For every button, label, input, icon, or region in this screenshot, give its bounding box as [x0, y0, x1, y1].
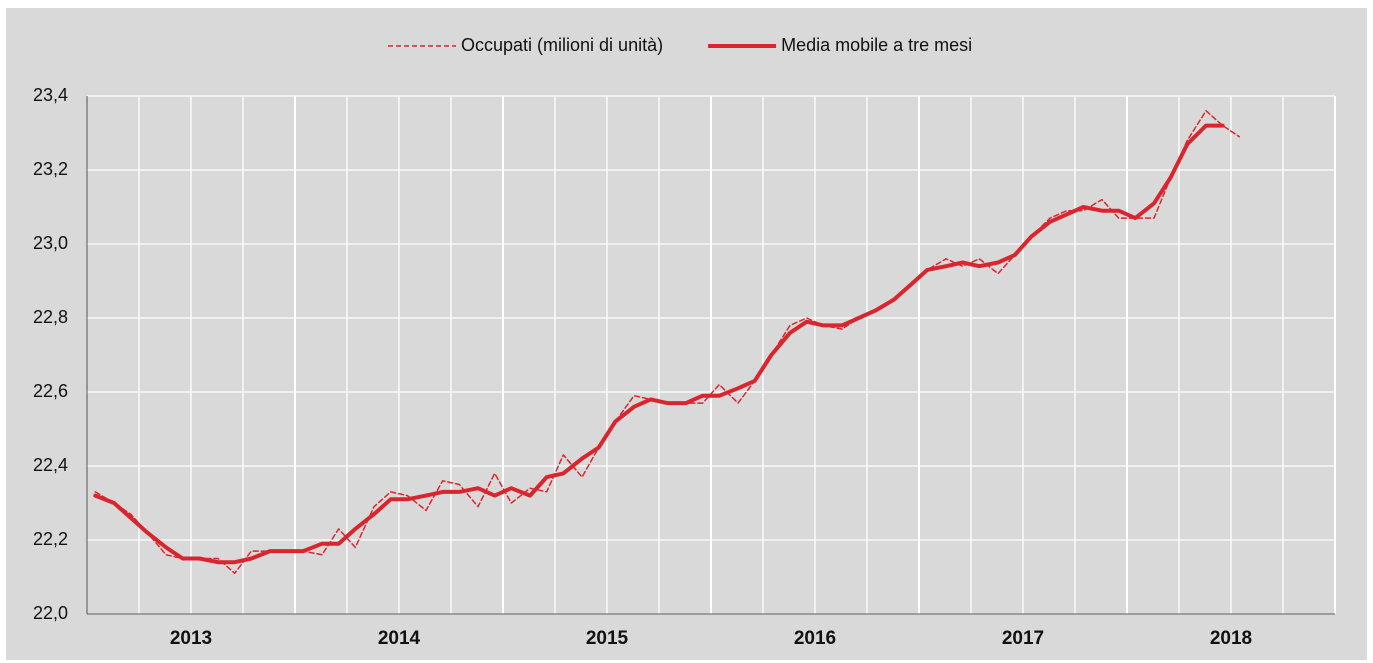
x-tick-label: 2015 — [586, 628, 629, 649]
y-tick-label: 22,8 — [33, 307, 68, 327]
legend-label: Occupati (milioni di unità) — [461, 35, 663, 55]
y-tick-label: 23,0 — [33, 233, 68, 253]
x-tick-label: 2013 — [170, 628, 212, 649]
y-tick-label: 22,2 — [33, 529, 68, 549]
x-tick-label: 2016 — [794, 628, 836, 649]
y-tick-label: 23,2 — [33, 159, 68, 179]
y-tick-label: 23,4 — [33, 85, 68, 105]
y-tick-label: 22,0 — [33, 603, 68, 623]
x-tick-label: 2014 — [378, 628, 421, 649]
y-tick-label: 22,4 — [33, 455, 68, 475]
line — [93, 123, 1225, 565]
legend-label: Media mobile a tre mesi — [781, 35, 972, 55]
chart-background — [6, 8, 1367, 660]
y-tick-label: 22,6 — [33, 381, 68, 401]
x-tick-label: 2018 — [1210, 628, 1252, 649]
x-tick-label: 2017 — [1002, 628, 1044, 649]
